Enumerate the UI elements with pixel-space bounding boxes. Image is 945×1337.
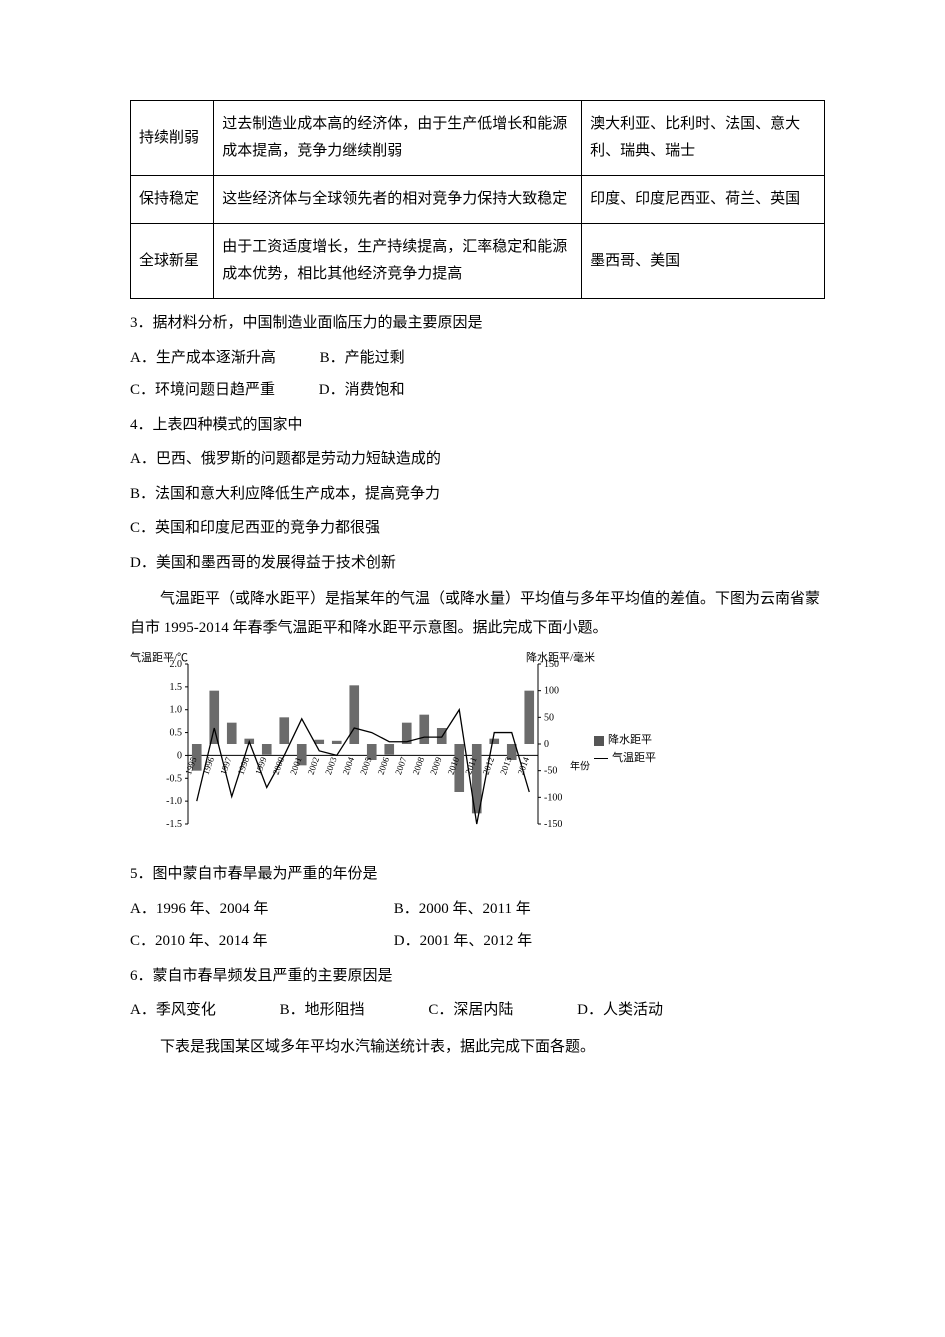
svg-text:2006: 2006	[376, 755, 392, 776]
svg-text:2003: 2003	[323, 755, 339, 776]
q3-stem: 3．据材料分析，中国制造业面临压力的最主要原因是	[130, 309, 825, 338]
cell-countries: 印度、印度尼西亚、荷兰、英国	[582, 176, 825, 224]
svg-text:2009: 2009	[428, 755, 444, 776]
legend-line-label: 气温距平	[612, 750, 656, 768]
svg-text:年份: 年份	[570, 759, 590, 772]
svg-text:1.0: 1.0	[170, 705, 183, 716]
svg-text:1.5: 1.5	[170, 682, 183, 693]
svg-text:0.5: 0.5	[170, 728, 183, 739]
table-row: 全球新星 由于工资适度增长，生产持续提高，汇率稳定和能源成本优势，相比其他经济竞…	[131, 224, 825, 299]
legend-bar-label: 降水距平	[608, 732, 652, 750]
q3-option-d: D．消费饱和	[319, 376, 405, 405]
q3-option-a: A．生产成本逐渐升高	[130, 344, 276, 373]
q4-option-c: C．英国和印度尼西亚的竞争力都很强	[130, 514, 825, 543]
q5-option-d: D．2001 年、2012 年	[394, 927, 532, 956]
svg-text:2014: 2014	[516, 755, 532, 776]
q6-option-a: A．季风变化	[130, 996, 216, 1025]
svg-text:2005: 2005	[358, 755, 374, 776]
q5-option-b: B．2000 年、2011 年	[394, 895, 531, 924]
q4-option-d: D．美国和墨西哥的发展得益于技术创新	[130, 549, 825, 578]
q6-option-c: C．深居内陆	[428, 996, 513, 1025]
chart-legend: 降水距平 气温距平	[594, 732, 656, 767]
anomaly-chart: 气温距平/℃ 降水距平/毫米 2.01.51.00.50-0.5-1.0-1.5…	[130, 650, 650, 850]
q6-option-d: D．人类活动	[577, 996, 663, 1025]
svg-text:50: 50	[544, 712, 554, 723]
table-row: 持续削弱 过去制造业成本高的经济体，由于生产低增长和能源成本提高，竞争力继续削弱…	[131, 101, 825, 176]
legend-line-icon	[594, 758, 608, 759]
cell-mode: 保持稳定	[131, 176, 214, 224]
q4-stem: 4．上表四种模式的国家中	[130, 411, 825, 440]
svg-text:-0.5: -0.5	[166, 773, 182, 784]
svg-text:-100: -100	[544, 792, 562, 803]
svg-text:0: 0	[177, 750, 182, 761]
cell-mode: 持续削弱	[131, 101, 214, 176]
svg-text:-150: -150	[544, 819, 562, 830]
svg-text:-1.5: -1.5	[166, 819, 182, 830]
cell-desc: 这些经济体与全球领先者的相对竞争力保持大致稳定	[214, 176, 582, 224]
passage-vapor-intro: 下表是我国某区域多年平均水汽输送统计表，据此完成下面各题。	[130, 1033, 825, 1062]
right-axis-label: 降水距平/毫米	[526, 648, 595, 669]
svg-text:2000: 2000	[271, 755, 287, 776]
svg-text:1996: 1996	[201, 755, 217, 776]
q5-option-a: A．1996 年、2004 年	[130, 895, 350, 924]
svg-text:2013: 2013	[498, 755, 514, 776]
svg-text:1998: 1998	[236, 755, 252, 776]
chart-svg: 2.01.51.00.50-0.5-1.0-1.5150100500-50-10…	[130, 650, 650, 850]
q5-stem: 5．图中蒙自市春旱最为严重的年份是	[130, 860, 825, 889]
svg-text:2002: 2002	[306, 756, 322, 776]
svg-text:2001: 2001	[288, 756, 304, 776]
passage-chart-intro: 气温距平（或降水距平）是指某年的气温（或降水量）平均值与多年平均值的差值。下图为…	[130, 585, 825, 642]
svg-text:1997: 1997	[218, 755, 234, 776]
legend-bar-icon	[594, 736, 604, 746]
q3-option-b: B．产能过剩	[320, 344, 405, 373]
q6-option-b: B．地形阻挡	[280, 996, 365, 1025]
cell-mode: 全球新星	[131, 224, 214, 299]
cost-modes-table: 持续削弱 过去制造业成本高的经济体，由于生产低增长和能源成本提高，竞争力继续削弱…	[130, 100, 825, 299]
svg-text:-1.0: -1.0	[166, 796, 182, 807]
svg-text:2004: 2004	[341, 755, 357, 776]
left-axis-label: 气温距平/℃	[130, 648, 188, 669]
cell-countries: 澳大利亚、比利时、法国、意大利、瑞典、瑞士	[582, 101, 825, 176]
cell-desc: 由于工资适度增长，生产持续提高，汇率稳定和能源成本优势，相比其他经济竞争力提高	[214, 224, 582, 299]
svg-text:2012: 2012	[481, 756, 497, 776]
svg-text:-50: -50	[544, 766, 557, 777]
cell-countries: 墨西哥、美国	[582, 224, 825, 299]
svg-text:0: 0	[544, 739, 549, 750]
q6-stem: 6．蒙自市春旱频发且严重的主要原因是	[130, 962, 825, 991]
svg-text:100: 100	[544, 686, 559, 697]
q5-option-c: C．2010 年、2014 年	[130, 927, 350, 956]
q3-option-c: C．环境问题日趋严重	[130, 376, 275, 405]
table-row: 保持稳定 这些经济体与全球领先者的相对竞争力保持大致稳定 印度、印度尼西亚、荷兰…	[131, 176, 825, 224]
q4-option-b: B．法国和意大利应降低生产成本，提高竞争力	[130, 480, 825, 509]
q4-option-a: A．巴西、俄罗斯的问题都是劳动力短缺造成的	[130, 445, 825, 474]
svg-text:2007: 2007	[393, 755, 409, 776]
svg-text:2008: 2008	[411, 755, 427, 776]
cell-desc: 过去制造业成本高的经济体，由于生产低增长和能源成本提高，竞争力继续削弱	[214, 101, 582, 176]
